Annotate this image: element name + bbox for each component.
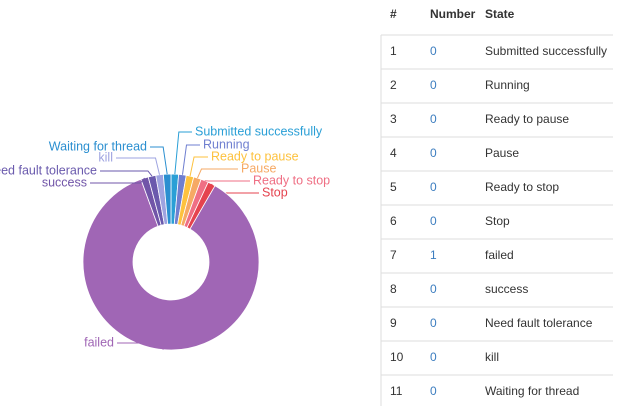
row-number: 0: [430, 384, 437, 398]
leader-line: [90, 177, 145, 184]
row-index: 8: [390, 282, 397, 296]
leader-line: [150, 146, 168, 175]
slice-label: Need fault tolerance: [0, 163, 97, 177]
row-state: Pause: [485, 146, 519, 160]
column-header: State: [485, 7, 515, 21]
leader-line: [189, 156, 208, 177]
row-state: failed: [485, 248, 514, 262]
row-number: 0: [430, 180, 437, 194]
row-number: 0: [430, 350, 437, 364]
row-index: 5: [390, 180, 397, 194]
row-state: Running: [485, 78, 530, 92]
row-number: 0: [430, 316, 437, 330]
row-number: 0: [430, 78, 437, 92]
slice-label: Waiting for thread: [49, 139, 147, 153]
slice-label: success: [42, 175, 87, 189]
row-number: 0: [430, 214, 437, 228]
row-state: Ready to pause: [485, 112, 569, 126]
row-index: 1: [390, 44, 397, 58]
leader-line: [197, 168, 238, 179]
row-number: 0: [430, 282, 437, 296]
slice-label: Ready to stop: [253, 173, 330, 187]
leader-line: [100, 170, 153, 177]
row-state: kill: [485, 350, 499, 364]
slice-label: kill: [98, 150, 113, 164]
row-index: 3: [390, 112, 397, 126]
slice-label: Running: [203, 137, 250, 151]
leader-line: [117, 342, 164, 350]
row-number: 1: [430, 248, 437, 262]
row-index: 10: [390, 350, 404, 364]
slice-label: Submitted successfully: [195, 124, 323, 138]
row-state: Need fault tolerance: [485, 316, 593, 330]
slice-label: Stop: [262, 185, 288, 199]
row-state: Stop: [485, 214, 510, 228]
column-header: Number: [430, 7, 476, 21]
row-index: 7: [390, 248, 397, 262]
leader-line: [116, 157, 161, 175]
slice: [162, 173, 172, 225]
column-header: #: [390, 7, 397, 21]
row-number: 0: [430, 112, 437, 126]
row-index: 6: [390, 214, 397, 228]
slice-label: failed: [84, 335, 114, 349]
row-state: Submitted successfully: [485, 44, 607, 58]
leader-line: [174, 131, 192, 175]
row-state: Waiting for thread: [485, 384, 579, 398]
row-state: Ready to stop: [485, 180, 559, 194]
slice-label: Pause: [241, 161, 276, 175]
leader-line: [181, 144, 200, 175]
row-index: 9: [390, 316, 397, 330]
slice-label: Ready to pause: [211, 149, 299, 163]
row-number: 0: [430, 146, 437, 160]
row-index: 2: [390, 78, 397, 92]
row-state: success: [485, 282, 528, 296]
row-index: 4: [390, 146, 397, 160]
row-index: 11: [390, 384, 403, 398]
row-number: 0: [430, 44, 437, 58]
slice: [82, 178, 260, 351]
